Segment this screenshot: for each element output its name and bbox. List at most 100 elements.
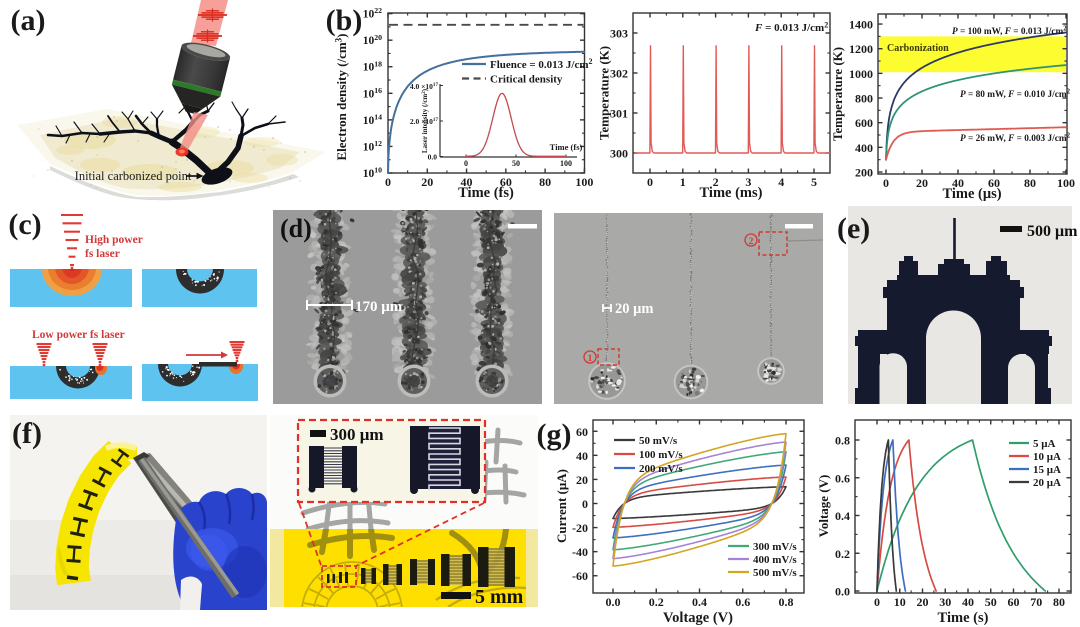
svg-text:2: 2	[713, 175, 719, 189]
svg-text:100: 100	[560, 159, 572, 168]
svg-text:-20: -20	[572, 521, 588, 535]
svg-text:10: 10	[894, 595, 906, 609]
svg-text:-40: -40	[572, 545, 588, 559]
svg-text:50: 50	[985, 595, 997, 609]
svg-text:170 μm: 170 μm	[355, 299, 403, 315]
svg-text:0: 0	[385, 175, 391, 189]
svg-text:(f): (f)	[12, 417, 42, 450]
svg-text:1016: 1016	[363, 86, 382, 100]
svg-text:Time (fs): Time (fs)	[550, 142, 583, 152]
svg-text:40: 40	[962, 595, 974, 609]
svg-text:20: 20	[916, 176, 928, 190]
svg-text:0: 0	[647, 175, 653, 189]
svg-text:(b): (b)	[326, 4, 363, 37]
svg-text:Voltage (V): Voltage (V)	[816, 475, 831, 538]
svg-text:-60: -60	[572, 569, 588, 583]
svg-text:1200: 1200	[849, 42, 873, 56]
svg-text:Low power fs laser: Low power fs laser	[32, 329, 125, 341]
svg-text:1020: 1020	[363, 33, 382, 47]
svg-text:5 mm: 5 mm	[475, 586, 524, 608]
svg-text:0: 0	[582, 497, 588, 511]
svg-text:300 μm: 300 μm	[330, 425, 384, 444]
svg-text:100 mV/s: 100 mV/s	[639, 449, 683, 461]
svg-text:0.8: 0.8	[779, 595, 794, 609]
svg-text:20: 20	[917, 595, 929, 609]
svg-text:3: 3	[745, 175, 751, 189]
svg-text:0.0: 0.0	[835, 585, 850, 599]
svg-text:Initial carbonized point: Initial carbonized point	[75, 169, 192, 183]
svg-text:800: 800	[855, 92, 873, 106]
svg-text:80: 80	[539, 175, 551, 189]
svg-text:30: 30	[939, 595, 951, 609]
svg-text:1022: 1022	[363, 6, 382, 20]
svg-text:0: 0	[464, 159, 468, 168]
svg-text:0.0: 0.0	[606, 595, 621, 609]
svg-text:Time (μs): Time (μs)	[942, 186, 1001, 202]
svg-text:1014: 1014	[363, 112, 382, 126]
svg-text:0.0: 0.0	[428, 153, 438, 162]
svg-text:20: 20	[576, 473, 588, 487]
svg-text:0.4: 0.4	[692, 595, 707, 609]
svg-text:0: 0	[883, 176, 889, 190]
svg-text:20: 20	[421, 175, 433, 189]
svg-text:40: 40	[461, 175, 473, 189]
svg-text:(g): (g)	[537, 418, 572, 451]
svg-text:1018: 1018	[363, 59, 382, 73]
svg-text:400 mV/s: 400 mV/s	[753, 554, 797, 566]
svg-text:2: 2	[749, 237, 754, 247]
svg-text:(c): (c)	[8, 208, 41, 241]
svg-text:Time (fs): Time (fs)	[458, 185, 514, 201]
svg-text:Time (s): Time (s)	[938, 610, 989, 626]
svg-text:10 μA: 10 μA	[1033, 451, 1061, 463]
svg-text:60: 60	[1008, 595, 1020, 609]
svg-text:60: 60	[988, 176, 1000, 190]
svg-text:Time (ms): Time (ms)	[700, 185, 763, 201]
svg-text:40: 40	[952, 176, 964, 190]
svg-text:100: 100	[1057, 176, 1075, 190]
svg-text:Laser intensity (/cm2): Laser intensity (/cm2)	[421, 88, 429, 153]
svg-text:fs laser: fs laser	[85, 248, 120, 260]
svg-text:500 mV/s: 500 mV/s	[753, 567, 797, 579]
svg-text:F = 0.013 J/cm2: F = 0.013 J/cm2	[754, 21, 828, 35]
svg-text:1: 1	[680, 175, 686, 189]
svg-text:Critical density: Critical density	[490, 74, 563, 86]
svg-text:1: 1	[588, 354, 593, 364]
svg-text:60: 60	[500, 175, 512, 189]
svg-text:60: 60	[576, 425, 588, 439]
svg-text:Current (μA): Current (μA)	[554, 469, 569, 543]
svg-text:P = 26 mW, F = 0.003 J/cm2: P = 26 mW, F = 0.003 J/cm2	[960, 133, 1071, 145]
svg-text:303: 303	[610, 27, 628, 41]
svg-text:1400: 1400	[849, 18, 873, 32]
svg-text:(a): (a)	[11, 4, 46, 37]
svg-text:P = 100 mW, F = 0.013 J/cm2: P = 100 mW, F = 0.013 J/cm2	[952, 26, 1067, 38]
svg-text:50: 50	[512, 159, 520, 168]
svg-text:Temperature (K): Temperature (K)	[830, 47, 845, 141]
svg-text:High power: High power	[85, 234, 143, 246]
svg-text:Voltage (V): Voltage (V)	[663, 610, 733, 626]
svg-text:(e): (e)	[837, 212, 870, 245]
svg-text:20 μA: 20 μA	[1033, 477, 1061, 489]
svg-text:4: 4	[778, 175, 784, 189]
svg-text:200: 200	[855, 166, 873, 180]
svg-text:(d): (d)	[280, 214, 312, 243]
svg-text:Temperature (K): Temperature (K)	[597, 46, 612, 140]
svg-text:0.8: 0.8	[835, 434, 850, 448]
svg-text:Electron density (/cm3): Electron density (/cm3)	[334, 33, 350, 160]
svg-text:5 μA: 5 μA	[1033, 438, 1055, 450]
svg-text:20 μm: 20 μm	[615, 301, 653, 317]
svg-text:1010: 1010	[363, 166, 382, 180]
svg-text:5: 5	[811, 175, 817, 189]
svg-text:Carbonization: Carbonization	[887, 43, 949, 54]
svg-text:302: 302	[610, 67, 628, 81]
svg-text:1012: 1012	[363, 139, 382, 153]
svg-text:2.0 ×1017: 2.0 ×1017	[410, 117, 439, 126]
svg-text:70: 70	[1030, 595, 1042, 609]
svg-text:301: 301	[610, 107, 628, 121]
svg-text:15 μA: 15 μA	[1033, 464, 1061, 476]
svg-text:0.2: 0.2	[649, 595, 664, 609]
svg-text:300 mV/s: 300 mV/s	[753, 541, 797, 553]
svg-text:100: 100	[575, 175, 593, 189]
svg-text:Fluence = 0.013 J/cm2: Fluence = 0.013 J/cm2	[490, 57, 593, 71]
svg-text:0.4: 0.4	[835, 509, 850, 523]
svg-text:600: 600	[855, 116, 873, 130]
